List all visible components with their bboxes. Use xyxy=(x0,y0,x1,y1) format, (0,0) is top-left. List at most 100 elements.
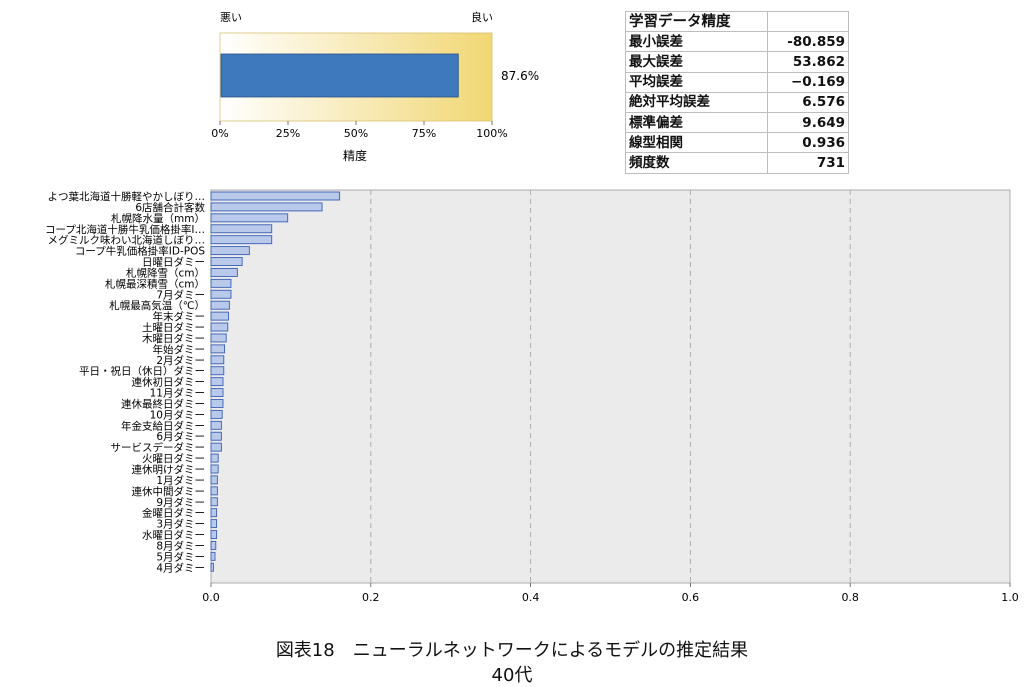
bar xyxy=(210,377,224,387)
gauge-tick-label: 100% xyxy=(476,127,507,140)
category-label: 札幌降水量（mm） xyxy=(111,212,205,225)
table-row-label: 絶対平均誤差 xyxy=(625,91,768,113)
table-row: 最小誤差 -80.859 xyxy=(625,31,849,53)
gauge-value-label: 87.6% xyxy=(501,69,539,83)
category-label: 7月ダミー xyxy=(156,288,205,301)
table-row-value: 9.649 xyxy=(767,111,849,134)
category-label: 連休中間ダミー xyxy=(132,485,206,498)
bar xyxy=(210,508,218,518)
grid-lines xyxy=(370,190,851,583)
gauge-tick-label: 0% xyxy=(211,127,228,140)
gauge-left-label: 悪い xyxy=(220,11,242,24)
gauge-x-axis: 0% 25% 50% 75% 100% xyxy=(211,121,508,140)
table-header-empty-cell xyxy=(767,10,849,33)
x-tick-label: 0.6 xyxy=(682,591,700,604)
category-label: 連休明けダミー xyxy=(132,463,206,476)
category-label: 6店舗合計客数 xyxy=(135,201,205,214)
category-label: 土曜日ダミー xyxy=(142,321,205,334)
bar xyxy=(210,540,217,550)
gauge-xlabel: 精度 xyxy=(343,148,367,163)
table-header-row: 学習データ精度 xyxy=(625,10,849,33)
table-row: 絶対平均誤差 6.576 xyxy=(625,91,849,113)
category-label: 8月ダミー xyxy=(156,539,205,552)
table-row: 最大誤差 53.862 xyxy=(625,51,849,73)
gauge-bar xyxy=(220,53,459,98)
category-label: 6月ダミー xyxy=(156,430,205,443)
x-tick-label: 0.0 xyxy=(202,591,220,604)
bar xyxy=(210,257,243,266)
figure-subcaption: 40代 xyxy=(491,665,533,686)
category-labels: よつ葉北海道十勝軽やかしぼり…6店舗合計客数札幌降水量（mm）コープ北海道十勝牛… xyxy=(45,190,205,574)
bar xyxy=(210,333,227,343)
bar xyxy=(210,420,222,430)
gauge-tick-label: 50% xyxy=(344,127,368,140)
category-label: 日曜日ダミー xyxy=(142,256,205,269)
plot-background xyxy=(210,189,1011,584)
gauge-tick-label: 75% xyxy=(412,127,436,140)
table-row: 線型相関 0.936 xyxy=(625,132,849,154)
x-tick-label: 0.2 xyxy=(362,591,380,604)
category-label: コープ北海道十勝牛乳価格掛率I… xyxy=(45,223,205,236)
table-row: 平均誤差 −0.169 xyxy=(625,71,849,93)
bar xyxy=(210,388,224,398)
gauge-right-label: 良い xyxy=(471,10,493,24)
table-row: 標準偏差 9.649 xyxy=(625,111,849,134)
category-label: 札幌最深積雪（cm） xyxy=(105,277,205,290)
bar xyxy=(210,409,223,419)
x-tick-label: 0.8 xyxy=(841,591,859,604)
bar xyxy=(210,453,219,463)
bar xyxy=(210,475,218,485)
table-row-label: 最大誤差 xyxy=(625,51,768,73)
category-label: よつ葉北海道十勝軽やかしぼり… xyxy=(48,190,206,203)
category-label: 札幌最高気温（℃） xyxy=(109,299,205,312)
category-label: 年金支給日ダミー xyxy=(121,419,205,432)
table-row-value: 0.936 xyxy=(767,132,849,154)
accuracy-gauge: 悪い 良い 87.6% 0% 25% 50% 75% 100% 精度 xyxy=(211,10,539,163)
table-row-value: 6.576 xyxy=(767,91,849,113)
table-row-label: 標準偏差 xyxy=(625,111,768,134)
bar xyxy=(210,202,323,212)
bar xyxy=(210,191,341,201)
bar xyxy=(210,322,229,332)
category-label: 木曜日ダミー xyxy=(142,332,205,345)
category-label: 1月ダミー xyxy=(156,474,205,487)
bar xyxy=(210,464,219,474)
table-row-value: −0.169 xyxy=(767,71,849,93)
category-label: 金曜日ダミー xyxy=(142,507,205,520)
category-label: 火曜日ダミー xyxy=(142,452,205,465)
bar xyxy=(210,431,222,441)
bar xyxy=(210,355,225,365)
table-row-label: 頻度数 xyxy=(625,152,768,174)
bar xyxy=(210,442,222,452)
bar xyxy=(210,486,218,496)
bar xyxy=(210,497,218,507)
category-label: 連休最終日ダミー xyxy=(121,397,205,410)
x-tick-label: 1.0 xyxy=(1001,591,1019,604)
category-label: 水曜日ダミー xyxy=(142,529,205,542)
category-label: サービスデーダミー xyxy=(111,441,206,454)
table-row-label: 最小誤差 xyxy=(625,31,768,53)
category-label: 10月ダミー xyxy=(150,408,205,421)
category-label: 札幌降雪（cm） xyxy=(126,266,205,279)
bar xyxy=(210,278,232,288)
category-label: 11月ダミー xyxy=(150,387,205,400)
category-label: コープ牛乳価格掛率ID-POS xyxy=(75,245,205,258)
figure-caption: 図表18 ニューラルネットワークによるモデルの推定結果 xyxy=(275,640,749,661)
bar xyxy=(210,300,230,310)
bar xyxy=(210,562,214,572)
category-label: 2月ダミー xyxy=(156,354,205,367)
importance-bar-chart: よつ葉北海道十勝軽やかしぼり…6店舗合計客数札幌降水量（mm）コープ北海道十勝牛… xyxy=(45,189,1019,604)
table-row: 頻度数 731 xyxy=(625,152,849,174)
bar xyxy=(210,399,224,408)
training-accuracy-table: 学習データ精度 最小誤差 -80.859 最大誤差 53.862 平均誤差 −0.169 絶… xyxy=(625,10,849,174)
bar xyxy=(210,519,218,529)
bar xyxy=(210,224,273,234)
bar xyxy=(210,530,218,539)
category-label: 9月ダミー xyxy=(156,496,205,509)
table-row-value: 53.862 xyxy=(767,51,849,73)
category-label: 5月ダミー xyxy=(156,550,205,563)
bar xyxy=(210,289,232,299)
table-row-value: -80.859 xyxy=(767,31,849,53)
bar xyxy=(210,213,289,223)
bar xyxy=(210,235,273,245)
